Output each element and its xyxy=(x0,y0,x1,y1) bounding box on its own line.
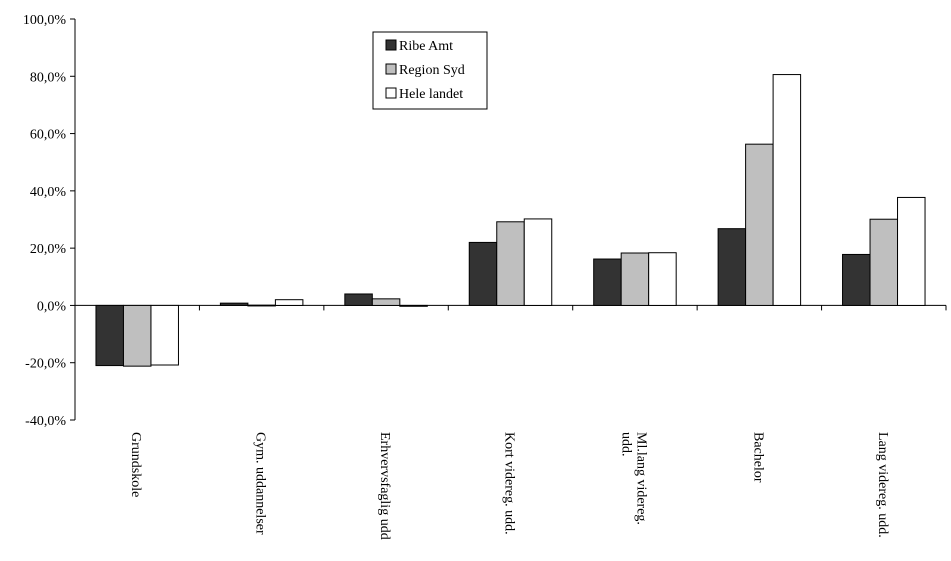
y-tick-label: 80,0% xyxy=(30,70,67,85)
y-tick-label: -40,0% xyxy=(25,414,66,429)
y-tick-label: 0,0% xyxy=(37,299,67,314)
category-label-line: Grundskole xyxy=(128,432,143,497)
legend-label: Hele landet xyxy=(399,87,463,102)
category-label-line: udd. xyxy=(618,432,633,457)
y-tick-labels: 100,0% 80,0% 60,0% 40,0% 20,0% 0,0% -20,0% -40,… xyxy=(23,13,67,429)
category-label: Ml.lang videreg.udd. xyxy=(618,432,648,525)
legend: Ribe Amt Region Syd Hele landet xyxy=(372,31,488,110)
axes xyxy=(70,18,947,421)
category-label: Kort videreg. udd. xyxy=(502,432,517,535)
legend-label: Region Syd xyxy=(399,63,465,78)
legend-swatch xyxy=(385,39,397,51)
category-label-line: Ml.lang videreg. xyxy=(633,432,648,525)
legend-swatch xyxy=(385,63,397,75)
category-labels: Grundskole Gym. uddannelser Erhvervsfaglig… xyxy=(128,432,890,540)
bar-ribe-amt xyxy=(468,241,498,306)
category-label: Grundskole xyxy=(128,432,143,497)
category-label-line: Erhvervsfaglig udd xyxy=(377,432,392,540)
bar-hele-landet xyxy=(399,304,428,307)
category-label: Gym. uddannelser xyxy=(253,432,268,535)
bar-ribe-amt xyxy=(219,302,249,306)
category-label: Bachelor xyxy=(750,432,765,483)
category-label-line: Lang videreg. udd. xyxy=(875,432,890,538)
category-label: Lang videreg. udd. xyxy=(875,432,890,538)
y-tick-label: 40,0% xyxy=(30,185,67,200)
bar-ribe-amt xyxy=(344,293,373,306)
y-tick-label: 100,0% xyxy=(23,13,67,28)
bar-hele-landet xyxy=(150,304,179,366)
bar-region-syd xyxy=(620,252,650,306)
bar-region-syd xyxy=(869,218,899,306)
bar-region-syd xyxy=(122,304,152,367)
category-label-line: Gym. uddannelser xyxy=(253,432,268,535)
bar-hele-landet xyxy=(523,218,553,306)
bar-region-syd xyxy=(496,221,525,306)
bar-hele-landet xyxy=(274,299,304,306)
bar-ribe-amt xyxy=(717,228,747,306)
bar-ribe-amt xyxy=(95,304,124,367)
category-label-line: Bachelor xyxy=(750,432,765,483)
legend-label: Ribe Amt xyxy=(399,39,453,54)
bar-hele-landet xyxy=(772,74,802,306)
y-tick-label: 20,0% xyxy=(30,242,67,257)
bar-region-syd xyxy=(247,304,276,307)
bar-hele-landet xyxy=(897,196,926,306)
bar-region-syd xyxy=(745,143,774,306)
bars xyxy=(95,74,926,367)
bar-hele-landet xyxy=(648,252,677,306)
y-tick-label: 60,0% xyxy=(30,128,67,143)
bar-ribe-amt xyxy=(593,258,622,306)
legend-swatch xyxy=(385,87,397,99)
category-label-line: Kort videreg. udd. xyxy=(502,432,517,535)
bar-region-syd xyxy=(371,298,401,306)
category-label: Erhvervsfaglig udd xyxy=(377,432,392,540)
y-tick-label: -20,0% xyxy=(25,357,66,372)
bar-ribe-amt xyxy=(842,253,871,306)
